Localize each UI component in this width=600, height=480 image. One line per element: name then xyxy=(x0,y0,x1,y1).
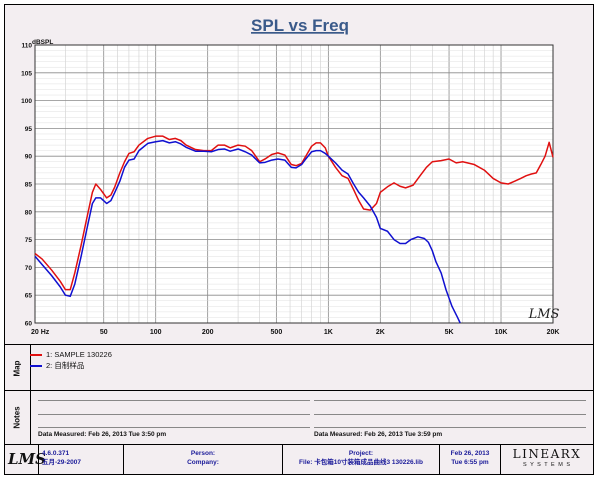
y-tick-label: 85 xyxy=(25,182,33,189)
note-line xyxy=(38,427,310,428)
legend-label-1: 1: SAMPLE 130226 xyxy=(46,350,112,359)
footer-project-cell: Project: File: 卡包箱10寸装箱成品曲线3 130226.lib xyxy=(283,449,439,480)
y-tick-label: 105 xyxy=(21,70,32,77)
chart-title: SPL vs Freq xyxy=(251,16,349,35)
series-line-2 xyxy=(34,139,461,324)
linearx-sub: S Y S T E M S xyxy=(522,462,572,468)
footer-divider xyxy=(282,444,283,475)
x-tick-label: 500 xyxy=(271,329,283,336)
footer-version-cell: 4.6.0.371 五月-29-2007 xyxy=(42,449,122,480)
x-tick-label: 200 xyxy=(202,329,214,336)
y-tick-label: 80 xyxy=(25,209,33,216)
note-line xyxy=(314,400,586,401)
footer-project-label: Project: xyxy=(348,450,374,457)
series-line-1 xyxy=(34,135,554,291)
footer-divider xyxy=(123,444,124,475)
spl-chart: 20 Hz 50 100 200 500 1K 2K 5K 10K 20K 60 65 70 75 80 85… xyxy=(21,16,560,337)
chart-grid xyxy=(34,44,554,324)
note-line xyxy=(314,414,586,415)
x-tick-label: 50 xyxy=(100,329,108,336)
footer-file-name: File: 卡包箱10寸装箱成品曲线3 130226.lib xyxy=(299,459,423,466)
legend-swatch-2 xyxy=(30,364,42,367)
note-line xyxy=(314,427,586,428)
footer-version-date: 五月-29-2007 xyxy=(42,459,82,466)
x-tick-label: 20 Hz xyxy=(31,329,50,336)
linearx-logo: LINEARX S Y S T E M S xyxy=(502,448,592,479)
legend-swatch-1 xyxy=(30,353,42,356)
linearx-brand: LINEARX xyxy=(512,447,582,461)
footer-company-label: Company: xyxy=(187,459,219,466)
left-measured-date: Data Measured: Feb 26, 2013 Tue 3:50 pm xyxy=(38,431,167,438)
map-section-label: Map xyxy=(12,360,22,376)
y-axis-label: dBSPL xyxy=(32,39,53,46)
x-tick-label: 5K xyxy=(445,329,454,336)
lms-watermark: LMS xyxy=(528,307,560,322)
x-tick-label: 10K xyxy=(495,329,508,336)
divider-side-column xyxy=(30,344,31,444)
right-measured-date: Data Measured: Feb 26, 2013 Tue 3:59 pm xyxy=(314,431,443,438)
footer-person-cell: Person: Company: xyxy=(124,449,282,480)
note-line xyxy=(38,400,310,401)
footer-lms-logo: LMS xyxy=(8,450,46,468)
footer-divider xyxy=(38,444,39,475)
footer-version: 4.6.0.371 xyxy=(42,450,70,457)
footer-date-cell: Feb 26, 2013 Tue 6:55 pm xyxy=(440,449,500,480)
footer-bar: LMS 4.6.0.371 五月-29-2007 Person: Company… xyxy=(4,444,594,475)
notes-section-label: Notes xyxy=(12,405,22,429)
y-tick-label: 75 xyxy=(25,237,33,244)
footer-divider xyxy=(439,444,440,475)
chart-tick-layer: 20 Hz 50 100 200 500 1K 2K 5K 10K 20K 60 65 70 75 80 85… xyxy=(21,43,559,337)
footer-date: Feb 26, 2013 xyxy=(450,450,490,457)
divider-footer-top xyxy=(4,444,594,445)
y-tick-label: 95 xyxy=(25,126,33,133)
legend-item-1: 1: SAMPLE 130226 xyxy=(30,349,330,360)
divider-notes-top xyxy=(4,390,594,391)
legend-label-2: 2: 自制样品 xyxy=(46,361,85,370)
map-legend: 1: SAMPLE 130226 2: 自制样品 xyxy=(30,349,330,389)
x-tick-label: 1K xyxy=(324,329,333,336)
y-tick-label: 70 xyxy=(25,265,33,272)
plot-border xyxy=(34,44,554,324)
x-tick-label: 2K xyxy=(376,329,385,336)
y-tick-label: 60 xyxy=(25,321,33,328)
footer-time: Tue 6:55 pm xyxy=(451,459,489,466)
x-tick-label: 100 xyxy=(150,329,162,336)
y-tick-label: 110 xyxy=(22,43,33,50)
chart-series-layer xyxy=(34,135,554,324)
x-tick-label: 20K xyxy=(547,329,560,336)
y-tick-label: 65 xyxy=(25,293,33,300)
footer-divider xyxy=(500,444,501,475)
note-line xyxy=(38,414,310,415)
footer-person-label: Person: xyxy=(190,450,216,457)
y-tick-label: 90 xyxy=(25,154,33,161)
divider-map-top xyxy=(4,344,594,345)
legend-item-2: 2: 自制样品 xyxy=(30,360,330,371)
y-tick-label: 100 xyxy=(21,98,32,105)
